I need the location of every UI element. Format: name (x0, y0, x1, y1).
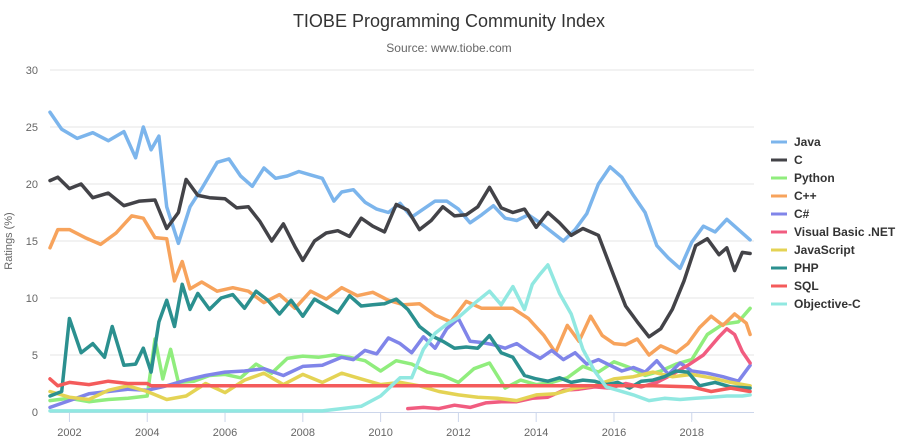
series-line-3 (48, 214, 752, 357)
chart-title: TIOBE Programming Community Index (293, 11, 605, 31)
legend-item[interactable]: JavaScript (771, 243, 855, 257)
legend-item[interactable]: Java (771, 135, 821, 149)
series-line-4 (48, 316, 752, 410)
y-axis-label: Ratings (%) (3, 212, 15, 269)
legend-label: Objective-C (794, 297, 861, 311)
series-line-1 (48, 175, 752, 339)
y-tick-label: 25 (26, 122, 38, 134)
x-tick-label: 2016 (602, 427, 626, 439)
legend-label: Python (794, 171, 835, 185)
legend-item[interactable]: C# (771, 207, 810, 221)
y-tick-label: 15 (26, 236, 38, 248)
legend-item[interactable]: C (771, 153, 803, 167)
legend-item[interactable]: PHP (771, 261, 819, 275)
legend-label: JavaScript (794, 243, 855, 257)
x-tick-label: 2012 (446, 427, 470, 439)
legend-item[interactable]: SQL (771, 279, 819, 293)
x-axis-ticks: 2002 2004 2006 2008 2010 2012 2014 2016 2018 (57, 412, 704, 439)
grid-lines (50, 69, 754, 356)
x-tick-label: 2006 (213, 427, 237, 439)
x-tick-label: 2014 (524, 427, 548, 439)
legend[interactable]: Java C Python C++ C# Visual Basic .NET JavaScr… (771, 135, 896, 311)
chart-subtitle: Source: www.tiobe.com (386, 41, 511, 55)
series-line-2 (48, 306, 752, 404)
x-tick-label: 2004 (135, 427, 159, 439)
y-axis-ticks: 0 5 10 15 20 25 30 (26, 65, 38, 419)
series-line-8 (48, 377, 752, 394)
series-line-9 (48, 263, 752, 413)
x-tick-label: 2018 (680, 427, 704, 439)
legend-item[interactable]: Objective-C (771, 297, 861, 311)
y-tick-label: 0 (32, 407, 38, 419)
series-line-7 (48, 282, 752, 398)
legend-item[interactable]: Visual Basic .NET (771, 225, 896, 239)
legend-label: C# (794, 207, 810, 221)
x-tick-label: 2008 (291, 427, 315, 439)
y-tick-label: 5 (32, 350, 38, 362)
legend-label: C (794, 153, 803, 167)
legend-label: Java (794, 135, 821, 149)
y-tick-label: 20 (26, 179, 38, 191)
series-line-6 (48, 370, 752, 403)
y-tick-label: 30 (26, 65, 38, 77)
series-line-0 (48, 110, 752, 271)
legend-label: Visual Basic .NET (794, 225, 896, 239)
legend-label: PHP (794, 261, 819, 275)
x-tick-label: 2010 (368, 427, 392, 439)
legend-label: C++ (794, 189, 817, 203)
x-tick-label: 2002 (57, 427, 81, 439)
legend-item[interactable]: C++ (771, 189, 817, 203)
series-lines (48, 110, 752, 413)
y-tick-label: 10 (26, 293, 38, 305)
legend-label: SQL (794, 279, 819, 293)
legend-item[interactable]: Python (771, 171, 835, 185)
